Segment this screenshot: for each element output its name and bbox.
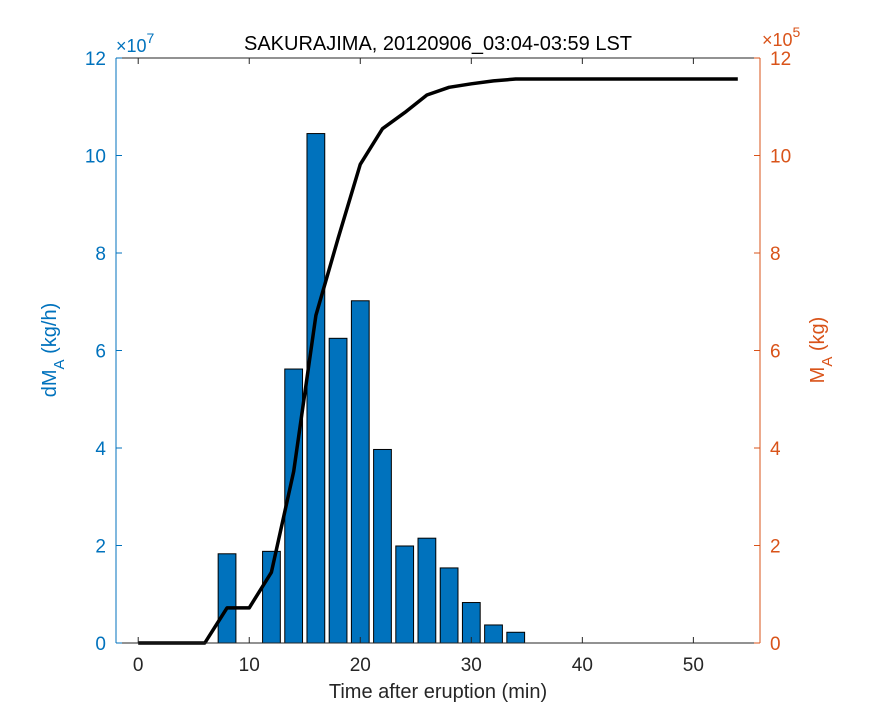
x-tick-label: 30 — [461, 655, 482, 676]
bars-layer — [217, 133, 526, 644]
left-axis-label-main: dM — [39, 369, 61, 397]
right-axis-label: MA (kg) — [807, 317, 836, 384]
chart-title: SAKURAJIMA, 20120906_03:04-03:59 LST — [244, 33, 632, 55]
x-tick-label: 10 — [239, 655, 260, 676]
right-exponent-base: ×10 — [762, 30, 793, 50]
left-y-tick-label: 6 — [95, 342, 106, 363]
left-axis-label-sub: A — [51, 359, 68, 369]
left-exponent-power: 7 — [147, 30, 155, 46]
left-axis-label-unit: (kg/h) — [39, 303, 61, 360]
right-y-tick-label: 6 — [770, 342, 781, 363]
cumulative-mass-line — [138, 77, 738, 645]
bar — [350, 300, 370, 644]
right-exponent-power: 5 — [793, 24, 801, 40]
right-axis-label-main: M — [807, 367, 829, 384]
bar — [484, 624, 503, 644]
left-y-tick-label: 4 — [95, 439, 106, 460]
bar — [439, 567, 459, 644]
x-tick-label: 50 — [683, 655, 704, 676]
left-y-tick-label: 10 — [85, 147, 106, 168]
x-axis-label: Time after eruption (min) — [329, 681, 547, 703]
plot-frame — [115, 57, 761, 644]
bar — [461, 602, 481, 644]
right-y-tick-label: 10 — [770, 147, 791, 168]
x-tick-label: 20 — [350, 655, 371, 676]
bar — [217, 553, 237, 644]
x-tick-label: 0 — [133, 655, 144, 676]
ticks-layer: 0 10 20 30 40 50 0 2 4 6 8 10 12 0 2 4 6 8 10 12 — [85, 49, 791, 676]
left-y-tick-label: 12 — [85, 49, 106, 70]
right-y-tick-label: 4 — [770, 439, 781, 460]
bar — [306, 133, 326, 644]
right-y-tick-label: 0 — [770, 634, 781, 655]
right-y-tick-label: 2 — [770, 537, 781, 558]
right-y-tick-label: 12 — [770, 49, 791, 70]
bar — [373, 448, 392, 644]
left-y-tick-label: 8 — [95, 244, 106, 265]
left-axis-label: dMA (kg/h) — [39, 303, 68, 398]
right-exponent-label: ×105 — [762, 24, 801, 50]
bar — [417, 537, 437, 644]
bar — [506, 631, 526, 644]
x-tick-label: 40 — [572, 655, 593, 676]
bar — [328, 337, 348, 644]
left-y-tick-label: 2 — [95, 537, 106, 558]
right-axis-label-sub: A — [819, 357, 836, 367]
left-exponent-base: ×10 — [116, 36, 147, 56]
line-layer — [138, 77, 738, 645]
right-y-tick-label: 8 — [770, 244, 781, 265]
right-axis-label-unit: (kg) — [807, 317, 829, 357]
bar — [395, 545, 415, 644]
left-exponent-label: ×107 — [116, 30, 155, 56]
left-y-tick-label: 0 — [95, 634, 106, 655]
